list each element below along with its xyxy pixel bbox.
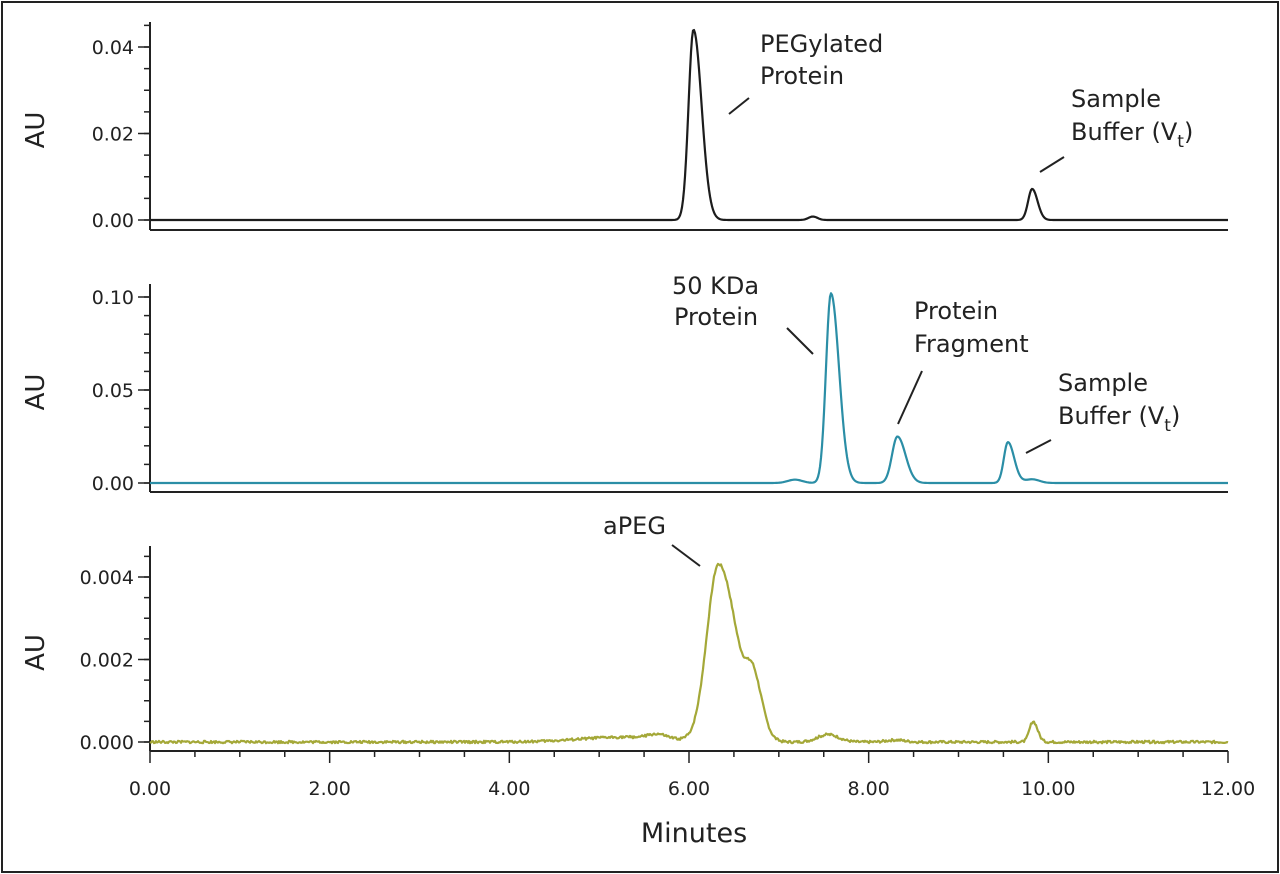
annotation-sample-buffer-middle: Sample Buffer (Vt) [1025,369,1180,454]
annotation-text: Protein [674,303,758,331]
annotation-apeg: aPEG [603,512,701,567]
leader-line [1039,156,1065,173]
annotation-pegylated-protein: PEGylated Protein [728,30,883,115]
annotation-text: 50 KDa [672,272,759,300]
annotation-text: Protein [760,62,844,90]
x-axis-label: Minutes [641,818,747,849]
annotation-50kda-protein: 50 KDa Protein [672,272,814,355]
chromatogram-trace-middle [149,292,1229,485]
x-tick-label: 2.00 [309,778,351,800]
leader-line [671,544,701,567]
annotation-sample-buffer-top: Sample Buffer (Vt) [1039,85,1193,173]
x-tick-label: 0.00 [129,778,171,800]
chromatogram-trace-bottom [149,562,1229,745]
leader-line [897,370,923,425]
y-axis-label: AU [21,374,51,411]
annotation-text: Fragment [914,330,1029,358]
y-axis-label: AU [21,112,51,149]
x-tick-label: 4.00 [488,778,530,800]
annotation-protein-fragment: Protein Fragment [897,297,1029,425]
chromatogram-trace-top [149,28,1229,222]
y-tick-label: 0.00 [92,210,134,232]
x-tick-label: 6.00 [668,778,710,800]
annotation-text: Sample [1071,85,1161,113]
y-tick-label: 0.04 [92,37,134,59]
y-tick-label: 0.002 [80,650,134,672]
leader-line [786,327,814,355]
annotation-text: Buffer (Vt) [1071,118,1193,152]
y-tick-label: 0.000 [80,732,134,754]
y-tick-label: 0.00 [92,473,134,495]
annotation-text: Protein [914,297,998,325]
leader-line [728,97,750,115]
y-tick-label: 0.004 [80,567,134,589]
x-tick-label: 10.00 [1021,778,1075,800]
y-tick-label: 0.05 [92,380,134,402]
leader-line [1025,439,1052,454]
annotation-text: PEGylated [760,30,883,58]
y-axis-label: AU [21,634,51,671]
annotation-text: Buffer (Vt) [1058,402,1180,436]
annotation-text: Sample [1058,369,1148,397]
annotation-text: aPEG [603,512,666,540]
y-tick-label: 0.02 [92,124,134,146]
y-tick-label: 0.10 [92,287,134,309]
x-tick-label: 12.00 [1201,778,1255,800]
x-tick-label: 8.00 [848,778,890,800]
